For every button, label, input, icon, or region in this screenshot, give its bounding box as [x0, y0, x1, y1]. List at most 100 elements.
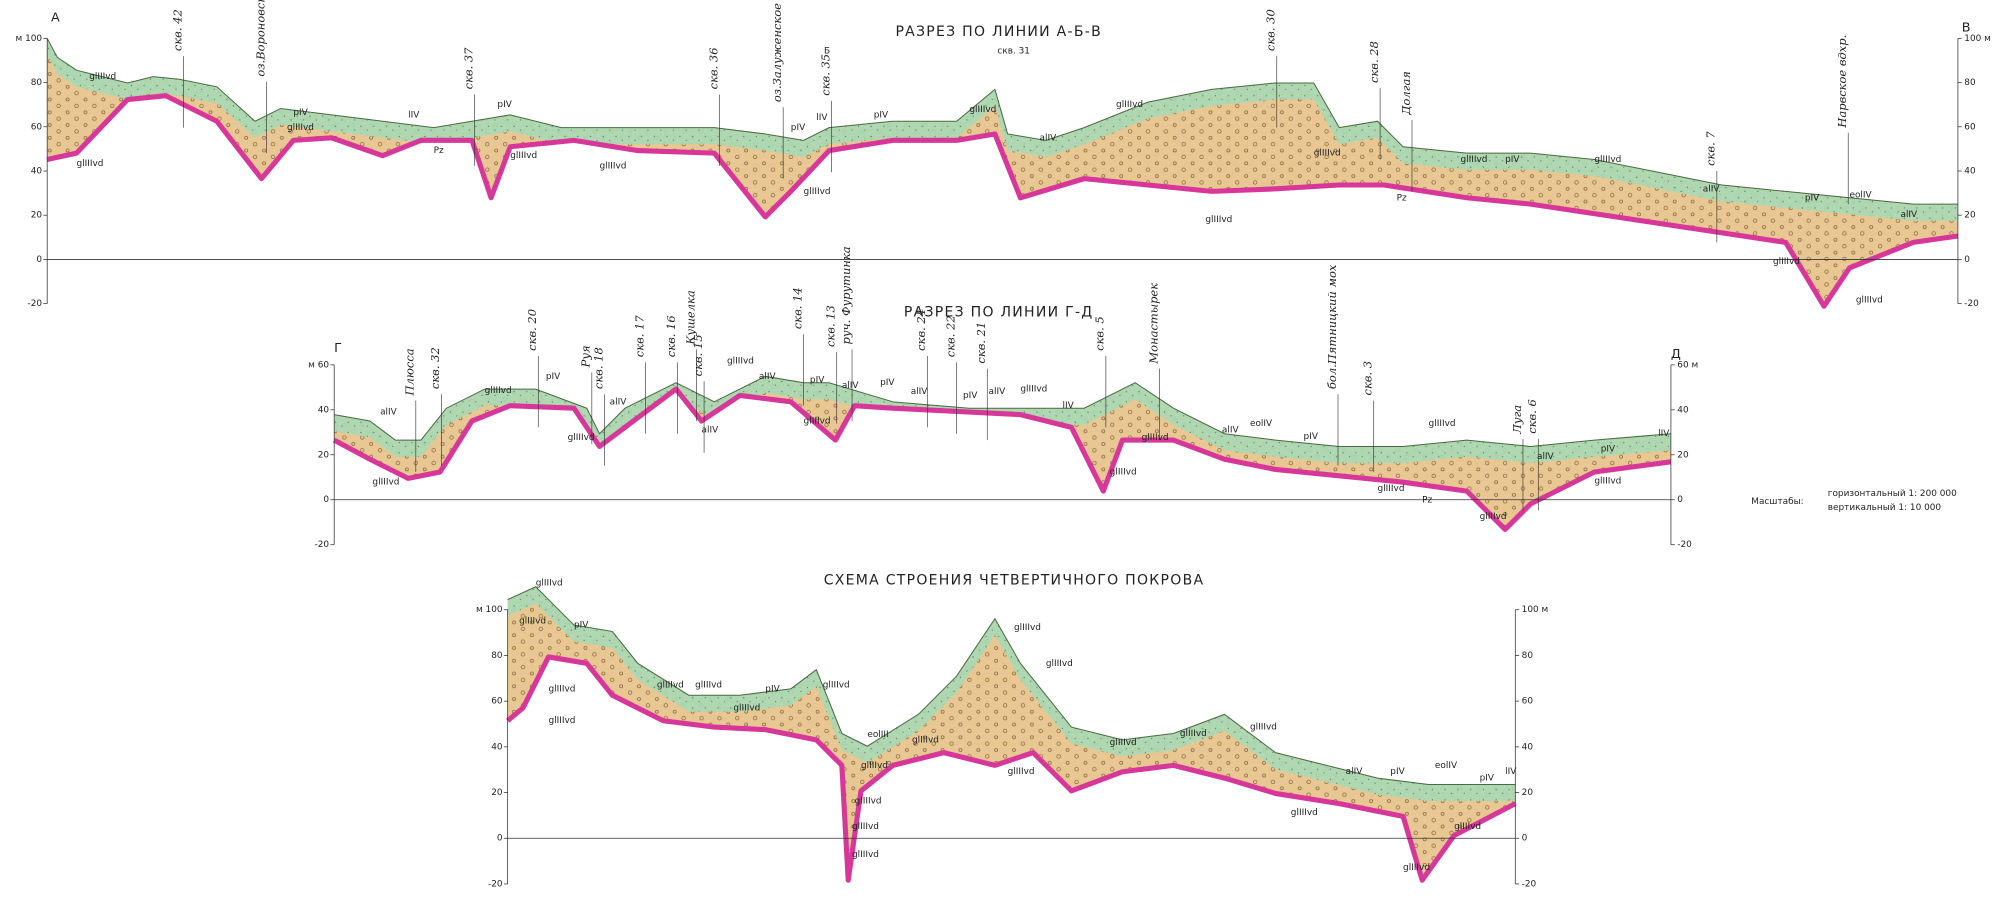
section-title: РАЗРЕЗ ПО ЛИНИИ А-Б-В [895, 24, 1102, 40]
section-title: СХЕМА СТРОЕНИЯ ЧЕТВЕРТИЧНОГО ПОКРОВА [824, 572, 1205, 588]
formation-label: alIV [759, 372, 777, 382]
formation-label: glIIIvd [852, 850, 879, 860]
borehole-or-place-label: скв. 15 [691, 334, 705, 376]
section-start: Г [334, 341, 342, 356]
borehole-or-place-label: скв. 16 [664, 315, 678, 357]
formation-label: pIV [1304, 432, 1319, 442]
formation-label: glIIIvd [1250, 723, 1277, 733]
formation-label: glIIIvd [1110, 738, 1137, 748]
right-tick-label: 60 [1522, 697, 1534, 707]
borehole-or-place-label: руч. Фурутинка [839, 246, 853, 344]
formation-label: pIV [1505, 155, 1520, 165]
formation-label: glIIIvd [855, 797, 882, 807]
left-tick-label: 80 [491, 651, 503, 661]
formation-label: glIIIvd [695, 681, 722, 691]
formation-label: glIIIvd [804, 187, 831, 197]
borehole-or-place-label: Руя [579, 345, 593, 368]
formation-label: glIIIvd [1480, 512, 1507, 522]
formation-label: glIIIvd [89, 72, 116, 82]
borehole-or-place-label: оз.Вороновское [253, 0, 267, 77]
formation-label: glIIIvd [1014, 623, 1041, 633]
right-tick-label: 0 [1964, 255, 1970, 265]
right-tick-label: 40 [1522, 742, 1534, 752]
formation-label: eolIV [1435, 761, 1458, 771]
borehole-or-place-label: скв. 22 [944, 315, 958, 357]
bedrock-line [46, 93, 1959, 309]
right-tick-label: 100 м [1522, 605, 1549, 615]
formation-label: pIV [791, 123, 806, 133]
formation-label: glIIIvd [657, 681, 684, 691]
formation-label: glIIIvd [510, 151, 537, 161]
right-tick-label: 60 м [1677, 360, 1698, 370]
formation-label: pIV [574, 621, 589, 631]
left-tick-label: 20 [318, 450, 330, 460]
borehole-or-place-label: скв. 42 [171, 9, 185, 51]
borehole-or-place-label: скв. 13 [824, 305, 838, 347]
formation-label: pIV [765, 684, 780, 694]
section-start: А [51, 10, 60, 25]
borehole-or-place-label: скв. 32 [428, 347, 442, 389]
formation-label: glIIIvd [861, 761, 888, 771]
scale-horizontal: горизонтальный 1: 200 000 [1828, 489, 1957, 499]
left-tick-label: 80 [31, 78, 43, 88]
borehole-or-place-label: скв. 21 [974, 322, 988, 364]
borehole-or-place-label: Монастырек [1146, 283, 1160, 365]
formation-label: pIV [293, 108, 308, 118]
right-tick-label: -20 [1677, 540, 1692, 550]
borehole-or-place-label: скв. 5 [1093, 316, 1107, 351]
section-end: В [1962, 21, 1971, 36]
right-tick-label: -20 [1964, 299, 1979, 309]
formation-label: alIV [911, 387, 929, 397]
surface-line [507, 586, 1516, 786]
formation-label: glIIIvd [1594, 155, 1621, 165]
surface-line [46, 38, 1958, 205]
formation-label: glIIIvd [912, 735, 939, 745]
formation-label: Pz [1422, 496, 1432, 506]
right-tick-label: 60 [1964, 122, 1976, 132]
formation-label: glIIIvd [1110, 467, 1137, 477]
scale-legend: Масштабы: горизонтальный 1: 200 000 верт… [1751, 489, 1957, 513]
formation-label: glIIIvd [1429, 419, 1456, 429]
formation-label: alIV [1346, 767, 1364, 777]
formation-label: lIV [1658, 429, 1670, 439]
formation-label: pIV [1805, 193, 1820, 203]
borehole-or-place-label: скв. 14 [790, 287, 804, 329]
borehole-or-place-label: оз.Залуженское [770, 3, 784, 102]
right-tick-label: 40 [1677, 405, 1689, 415]
formation-label: glIIIvd [1773, 257, 1800, 267]
formation-label: glIIIvd [1314, 149, 1341, 159]
right-tick-label: 20 [1964, 211, 1976, 221]
formation-label: pIV [1601, 445, 1616, 455]
left-tick-label: -20 [488, 879, 503, 889]
formation-label: glIIIvd [1020, 385, 1047, 395]
borehole-or-place-label: Долгая [1399, 71, 1413, 116]
formation-label: pIV [810, 376, 825, 386]
left-tick-label: 40 [31, 166, 43, 176]
left-tick-label: 60 [31, 122, 43, 132]
formation-label: alIV [702, 425, 720, 435]
formation-label: glIIIvd [1378, 484, 1405, 494]
left-tick-label: м 100 [16, 34, 43, 44]
right-tick-label: -20 [1522, 879, 1537, 889]
formation-label: pIV [1390, 767, 1405, 777]
left-tick-label: 20 [31, 211, 43, 221]
formation-label: glIIIvd [823, 681, 850, 691]
borehole-or-place-label: скв. 3 [1361, 361, 1375, 396]
left-tick-label: 40 [491, 742, 503, 752]
formation-label: lIV [408, 110, 420, 120]
borehole-or-place-label: скв. 20 [525, 309, 539, 351]
formation-label: glIIIvd [287, 123, 314, 133]
borehole-or-place-label: скв. 30 [1264, 9, 1278, 51]
formation-label: glIIIvd [485, 386, 512, 396]
formation-label: glIIIvd [1594, 476, 1621, 486]
formation-label: pIV [880, 378, 895, 388]
quaternary-cover [507, 586, 1516, 881]
borehole-or-place-label: скв. 24 [914, 309, 928, 351]
formation-label: lIV [816, 113, 828, 123]
right-tick-label: 0 [1522, 834, 1528, 844]
borehole-or-place-label: скв. 7 [1704, 131, 1718, 166]
formation-label: glIIIvd [568, 433, 595, 443]
scale-vertical: вертикальный 1: 10 000 [1828, 503, 1942, 513]
formation-label: Б [824, 47, 830, 57]
formation-label: lIV [1505, 767, 1517, 777]
